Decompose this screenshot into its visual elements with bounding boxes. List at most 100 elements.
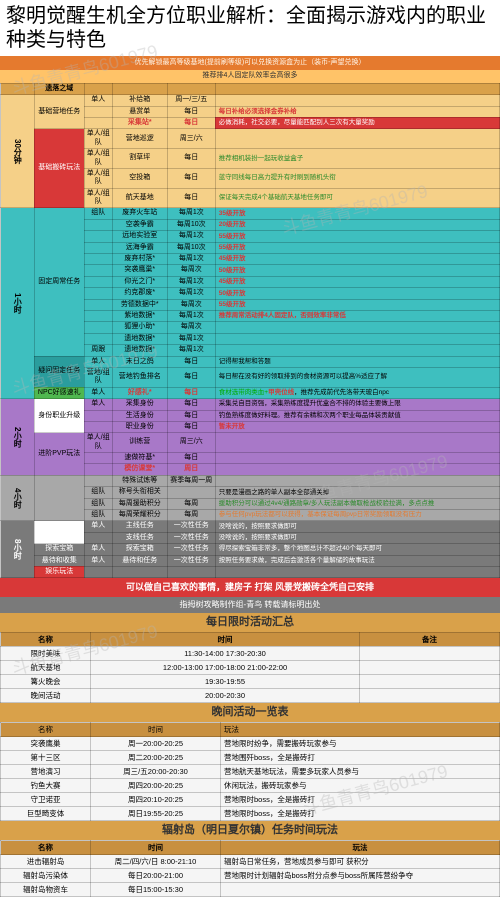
note xyxy=(215,129,499,149)
cell xyxy=(360,646,500,660)
cell: 辐射岛日常任务，营地成员参与即可 获积分 xyxy=(221,855,500,869)
cell: 限时美味 xyxy=(1,646,91,660)
sub-label: 单人 xyxy=(84,356,112,367)
activity-name: 遗地数据* xyxy=(112,345,167,356)
sub-label xyxy=(84,299,112,310)
note: 没啥说的，按照要求做即可 xyxy=(215,521,499,532)
cell: 11:30-14:00 17:30-20:30 xyxy=(91,646,360,660)
activity-name: 劳德数据中* xyxy=(112,299,167,310)
frequency: 每日 xyxy=(167,106,215,117)
activity-name xyxy=(112,566,167,577)
activity-name: 仰光之门* xyxy=(112,276,167,287)
note: 每日补给必须选择金券补给 xyxy=(215,106,499,117)
sub-label xyxy=(84,254,112,265)
activity-name: 每周援助积分 xyxy=(112,498,167,509)
frequency: 赛季每周一周 xyxy=(167,475,215,486)
task-category: 基础营地任务 xyxy=(34,95,84,129)
activity-name: 悬赏单 xyxy=(112,106,167,117)
activity-name: 紫地数据* xyxy=(112,310,167,321)
activity-name: 探索宝箱 xyxy=(112,544,167,555)
radiation-header: 辐射岛（明日夏尔镇）任务时间玩法 xyxy=(0,821,500,840)
col-header: 时间 xyxy=(91,632,360,646)
frequency: 每周 xyxy=(167,510,215,521)
task-category xyxy=(34,475,84,521)
frequency: 每日 xyxy=(167,421,215,432)
note xyxy=(215,322,499,333)
note: 保证每天完成4个基础航天基地任务即可 xyxy=(215,188,499,208)
cell: 19:30-19:55 xyxy=(91,674,360,688)
activity-name: 远地实验室 xyxy=(112,231,167,242)
sub-label: 组队 xyxy=(84,510,112,521)
frequency: 每周1次 xyxy=(167,345,215,356)
cell: 营地航天基地玩法，需要多玩家人员参与 xyxy=(221,765,500,779)
note: 记得帮我帮和答题 xyxy=(215,356,499,367)
activity-name: 模仿课堂* xyxy=(112,464,167,475)
activity-name: 好感礼* xyxy=(112,387,167,398)
activity-name: 遗地数据* xyxy=(112,333,167,344)
col-header xyxy=(167,83,215,94)
frequency: 一次性任务 xyxy=(167,532,215,543)
frequency: 每周次 xyxy=(167,322,215,333)
cell: 周二20:00-20:25 xyxy=(91,751,221,765)
evening-table: 名称时间玩法突袭鹰巢周一20:00-20:25营地限时纷争，需要搬砖玩家参与第十… xyxy=(0,722,500,821)
activity-name: 航天基地 xyxy=(112,188,167,208)
note: 每日帮在没有好的领取排到的食材资源可以提高%适应了解 xyxy=(215,367,499,387)
note: 食材选带肉类血+甲壳位线，推荐先成前代先洛带天玻白npc xyxy=(215,387,499,398)
frequency: 每周10次 xyxy=(167,242,215,253)
task-category: 进阶PVP玩法 xyxy=(34,433,84,476)
activity-name: 采集身份 xyxy=(112,399,167,410)
note: 援助积分可以通过4v4/通路勋章/多人玩法副本做取枪战校验拉满，多点点推 xyxy=(215,498,499,509)
daily-summary-header: 每日限时活动汇总 xyxy=(0,613,500,632)
frequency: 周三/六 xyxy=(167,433,215,453)
frequency: 每日 xyxy=(167,117,215,128)
col-header xyxy=(84,83,112,94)
sub-label xyxy=(84,242,112,253)
frequency: 一次性任务 xyxy=(167,544,215,555)
sub-label: 单人 xyxy=(84,555,112,566)
task-category: 悬待和收集 xyxy=(34,555,84,566)
sub-label: 组队 xyxy=(84,487,112,498)
sub-label xyxy=(84,231,112,242)
activity-name: 补给箱 xyxy=(112,95,167,106)
cell: 周三/五20:00-20:30 xyxy=(91,765,221,779)
frequency: 每日 xyxy=(167,399,215,410)
task-category: 疑问固定任务 xyxy=(34,356,84,387)
cell: 周四20:00-20:25 xyxy=(91,779,221,793)
sub-label: 单人 xyxy=(84,95,112,106)
note: 55级开放 xyxy=(215,299,499,310)
cell: 营地限时boss，全是搬砖打 xyxy=(221,807,500,821)
note: 没啥说的，按照要求做即可 xyxy=(215,532,499,543)
cell: 每日15:00-15:30 xyxy=(91,883,221,897)
note: 钓鱼熟练度做好料理。推荐有余精和次两个职业每品体装贡献值 xyxy=(215,410,499,421)
cell xyxy=(360,660,500,674)
col-header xyxy=(215,83,499,94)
sub-label xyxy=(84,117,112,128)
activity-name: 每周荣耀积分 xyxy=(112,510,167,521)
activity-name: 割草坪 xyxy=(112,149,167,169)
cell xyxy=(221,883,500,897)
note xyxy=(215,464,499,475)
page-title: 黎明觉醒生机全方位职业解析：全面揭示游戏内的职业种类与特色 xyxy=(0,0,500,56)
sub-label: 单人/组队 xyxy=(84,129,112,149)
time-label: 8小时 xyxy=(1,521,35,578)
cell: 第十三区 xyxy=(1,751,91,765)
frequency: 周一/三/五 xyxy=(167,95,215,106)
frequency: 每日 xyxy=(167,367,215,387)
frequency: 每周 xyxy=(167,498,215,509)
note xyxy=(215,333,499,344)
cell: 营地围歼boss，全是搬砖打 xyxy=(221,751,500,765)
note: 50级开放 xyxy=(215,288,499,299)
cell: 巨型畸变体 xyxy=(1,807,91,821)
sub-label: 周跟 xyxy=(84,345,112,356)
note: 50级开放 xyxy=(215,265,499,276)
note: 45级开放 xyxy=(215,254,499,265)
activity-name: 营地钓鱼排名 xyxy=(112,367,167,387)
cell: 突袭鹰巢 xyxy=(1,737,91,751)
activity-name: 特殊试炼等 xyxy=(112,475,167,486)
cell: 休闲玩法，搬砖玩家参与 xyxy=(221,779,500,793)
frequency: 每周1次 xyxy=(167,276,215,287)
frequency xyxy=(167,566,215,577)
frequency: 周日 xyxy=(167,464,215,475)
col-header: 遗落之域 xyxy=(34,83,84,94)
cell: 航天基地 xyxy=(1,660,91,674)
